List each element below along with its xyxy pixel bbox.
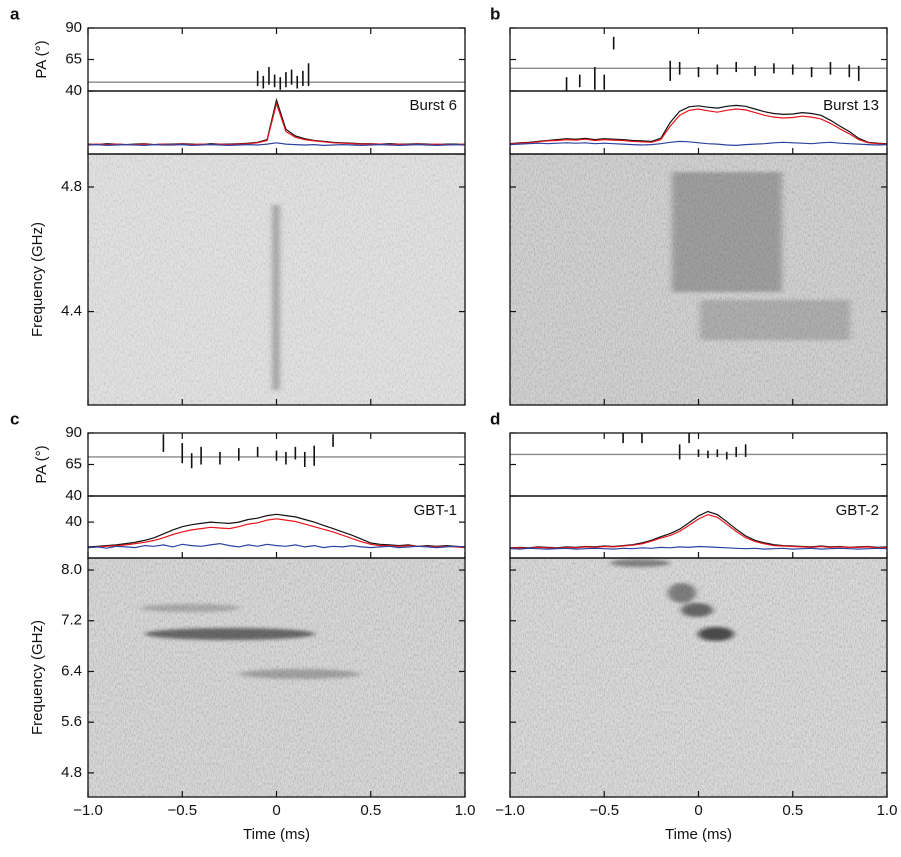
axes-frame <box>87 495 466 559</box>
x-axis-label: Time (ms) <box>243 826 310 843</box>
profile-line <box>87 518 466 549</box>
spectrum-feature <box>700 300 850 340</box>
profile-line <box>87 513 466 548</box>
frequency-tick-label: 5.6 <box>61 713 82 730</box>
spectrum-feature <box>668 583 696 603</box>
x-tick-label: −0.5 <box>167 802 197 819</box>
profile-line <box>509 108 888 145</box>
profile-line <box>87 142 466 147</box>
panel-letter: b <box>490 4 500 23</box>
axes-frame <box>87 432 466 497</box>
profile-line <box>87 542 466 549</box>
panel-letter: c <box>10 409 19 428</box>
burst-label: Burst 6 <box>409 97 457 114</box>
frequency-tick-label: 8.0 <box>61 561 82 578</box>
pa-tick-label: 65 <box>65 455 82 472</box>
pa-tick-label: 90 <box>65 424 82 441</box>
profile-line <box>509 140 888 147</box>
profile-line <box>509 513 888 549</box>
panel-letter: a <box>10 4 20 23</box>
spectrum-feature <box>240 669 360 679</box>
profile-line <box>87 97 466 146</box>
spectrum-features <box>140 172 850 679</box>
frequency-tick-label: 7.2 <box>61 612 82 629</box>
spectrum-feature <box>698 627 734 641</box>
frequency-axis-label: Frequency (GHz) <box>29 620 46 735</box>
burst-label: GBT-1 <box>414 502 457 519</box>
pa-tick-label: 40 <box>65 487 82 504</box>
spectrum-feature <box>273 205 279 390</box>
x-tick-label: −1.0 <box>495 802 525 819</box>
profile-line <box>509 545 888 550</box>
x-tick-label: 1.0 <box>455 802 476 819</box>
axes-frame <box>509 432 888 497</box>
frequency-tick-label: 4.8 <box>61 764 82 781</box>
frequency-tick-label: 4.8 <box>61 178 82 195</box>
x-tick-label: 0.5 <box>360 802 381 819</box>
burst-label: Burst 13 <box>823 97 879 114</box>
pa-axis-label: PA (°) <box>33 445 50 483</box>
burst-label: GBT-2 <box>836 502 879 519</box>
x-tick-label: 0 <box>694 802 702 819</box>
panel-letter: d <box>490 409 500 428</box>
frequency-tick-label: 6.4 <box>61 662 82 679</box>
spectrum-feature <box>140 604 240 612</box>
spectrum-noise <box>510 558 887 797</box>
spectrum-feature <box>681 603 713 617</box>
profile-line <box>509 104 888 145</box>
profile-tick-label: 40 <box>65 513 82 530</box>
spectrum-feature <box>672 172 782 292</box>
x-tick-label: 0.5 <box>782 802 803 819</box>
frequency-tick-label: 4.4 <box>61 303 82 320</box>
x-tick-label: 0 <box>272 802 280 819</box>
profile-line <box>509 510 888 549</box>
x-tick-label: −0.5 <box>589 802 619 819</box>
spectrum-feature <box>145 628 315 640</box>
x-tick-label: 1.0 <box>877 802 898 819</box>
spectrum-feature <box>610 559 670 567</box>
pa-tick-label: 90 <box>65 19 82 36</box>
pa-axis-label: PA (°) <box>33 40 50 78</box>
profile-line <box>87 101 466 146</box>
pa-tick-label: 65 <box>65 50 82 67</box>
x-tick-label: −1.0 <box>73 802 103 819</box>
frequency-axis-label: Frequency (GHz) <box>29 222 46 337</box>
x-axis-label: Time (ms) <box>665 826 732 843</box>
pa-tick-label: 40 <box>65 82 82 99</box>
